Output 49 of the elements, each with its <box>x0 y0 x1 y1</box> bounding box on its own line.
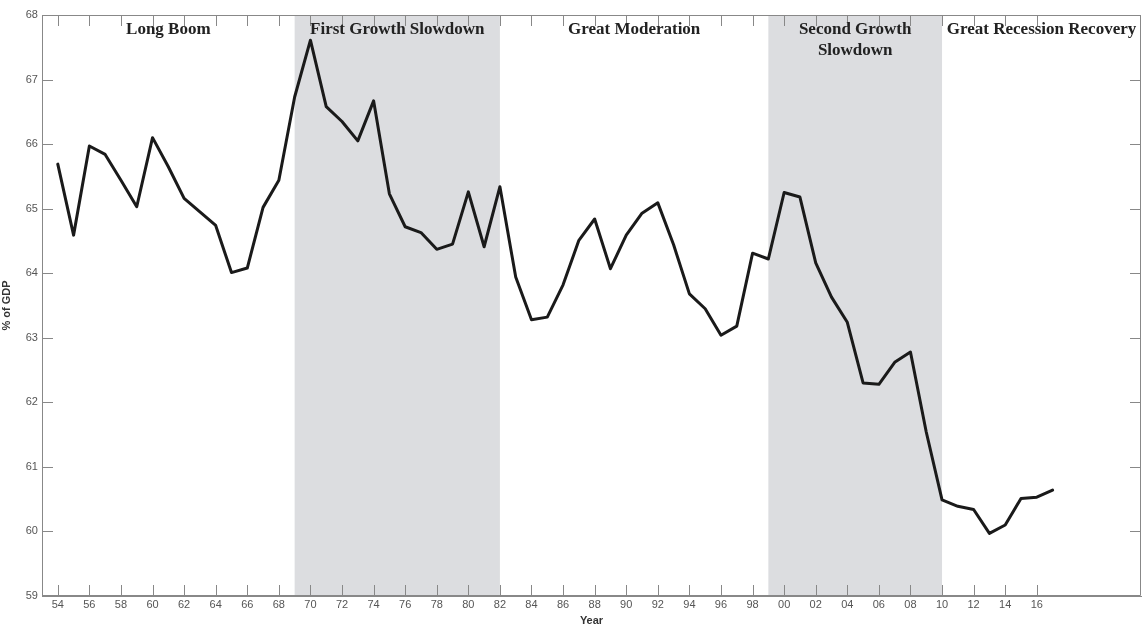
y-tick-label: 61 <box>25 459 38 472</box>
x-tick-label: 60 <box>146 597 159 610</box>
x-tick-label: 16 <box>1030 597 1043 610</box>
x-tick-label: 92 <box>651 597 664 610</box>
x-tick-label: 04 <box>841 597 854 610</box>
x-tick-label: 02 <box>809 597 822 610</box>
x-tick-label: 70 <box>304 597 317 610</box>
x-tick-label: 62 <box>177 597 191 610</box>
y-tick-label: 62 <box>25 395 38 408</box>
annotation: Great Moderation <box>567 19 701 39</box>
y-tick-label: 65 <box>25 201 38 214</box>
x-tick-label: 96 <box>714 597 728 610</box>
x-tick-label: 90 <box>620 597 633 610</box>
x-axis-title: Year <box>579 614 604 627</box>
x-tick-label: 58 <box>114 597 128 610</box>
x-tick-label: 84 <box>525 597 538 610</box>
x-tick-label: 08 <box>904 597 917 610</box>
x-tick-label: 68 <box>272 597 285 610</box>
annotation: Long Boom <box>126 19 211 39</box>
x-tick-label: 74 <box>367 597 380 610</box>
x-tick-label: 10 <box>935 597 949 610</box>
x-tick-label: 54 <box>51 597 64 610</box>
y-tick-label: 60 <box>25 524 38 537</box>
y-tick-label: 67 <box>25 72 38 85</box>
y-tick-label: 64 <box>25 266 38 279</box>
y-tick-label: 63 <box>25 330 38 343</box>
x-tick-label: 76 <box>399 597 412 610</box>
y-tick-label: 59 <box>25 589 38 602</box>
x-tick-label: 98 <box>746 597 759 610</box>
x-tick-label: 82 <box>493 597 507 610</box>
x-tick-label: 00 <box>778 597 791 610</box>
y-tick-label: 68 <box>25 8 38 21</box>
x-tick-label: 86 <box>556 597 570 610</box>
x-tick-label: 94 <box>683 597 696 610</box>
y-axis-title: % of GDP <box>0 280 12 331</box>
x-tick-label: 12 <box>967 597 980 610</box>
band-label: First Growth Slowdown <box>310 19 486 39</box>
annotation: Great Recession Recovery <box>946 19 1137 39</box>
y-tick-label: 66 <box>25 137 38 150</box>
x-tick-label: 06 <box>872 597 886 610</box>
x-tick-label: 56 <box>83 597 96 610</box>
x-tick-label: 14 <box>999 597 1012 610</box>
band-label: Second Growth Slowdown <box>798 19 913 60</box>
x-tick-label: 72 <box>335 597 349 610</box>
x-tick-label: 88 <box>588 597 601 610</box>
x-tick-label: 64 <box>209 597 222 610</box>
x-tick-label: 78 <box>430 597 443 610</box>
x-tick-label: 66 <box>241 597 254 610</box>
x-tick-label: 80 <box>462 597 475 610</box>
